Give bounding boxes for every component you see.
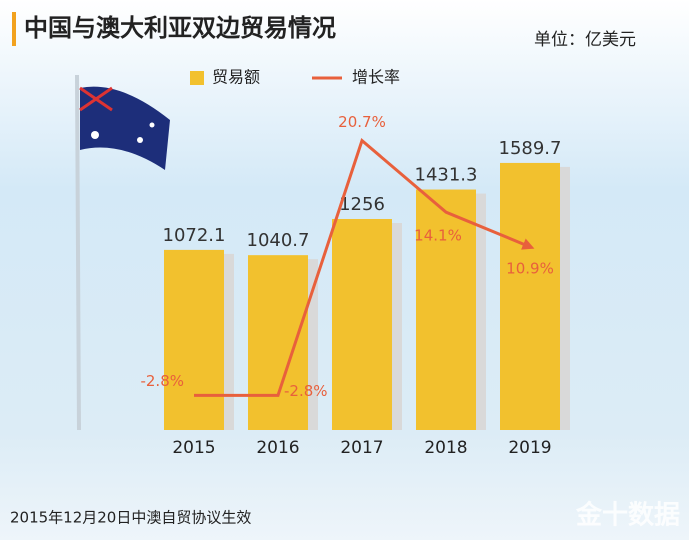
watermark: 金十数据 [575,500,680,531]
legend-swatch [190,71,204,85]
bar [500,162,560,430]
bar-value-label: 1431.3 [415,165,478,186]
x-tick-label: 2018 [424,438,467,458]
growth-line [194,138,535,397]
bar [164,249,224,430]
bar [332,218,392,430]
bar [416,189,476,430]
chart-title: 中国与澳大利亚双边贸易情况 [24,14,336,42]
bar-side [476,193,486,430]
footnote: 2015年12月20日中澳自贸协议生效 [10,509,251,527]
bar-value-label: 1256 [339,194,385,215]
bar-side [308,259,318,430]
line-value-label: -2.8% [140,372,184,390]
legend-label: 增长率 [352,68,400,87]
bar-side [560,166,570,430]
bar-value-label: 1072.1 [163,225,226,246]
line-value-label: -2.8% [284,382,328,400]
bar-value-label: 1589.7 [499,138,562,159]
x-tick-label: 2016 [256,438,299,458]
title-accent [12,12,16,46]
line-value-label: 10.9% [506,259,554,277]
legend-label: 贸易额 [212,68,260,87]
x-tick-label: 2017 [340,438,383,458]
flag-decoration [75,74,170,431]
x-tick-label: 2019 [508,438,551,458]
bar-value-label: 1040.7 [247,230,310,251]
bar [248,255,308,430]
bar-side [224,253,234,430]
unit-label: 单位：亿美元 [534,30,636,50]
line-value-label: 20.7% [338,113,386,131]
x-tick-label: 2015 [172,438,215,458]
bar-side [392,222,402,430]
line-value-label: 14.1% [414,227,462,245]
